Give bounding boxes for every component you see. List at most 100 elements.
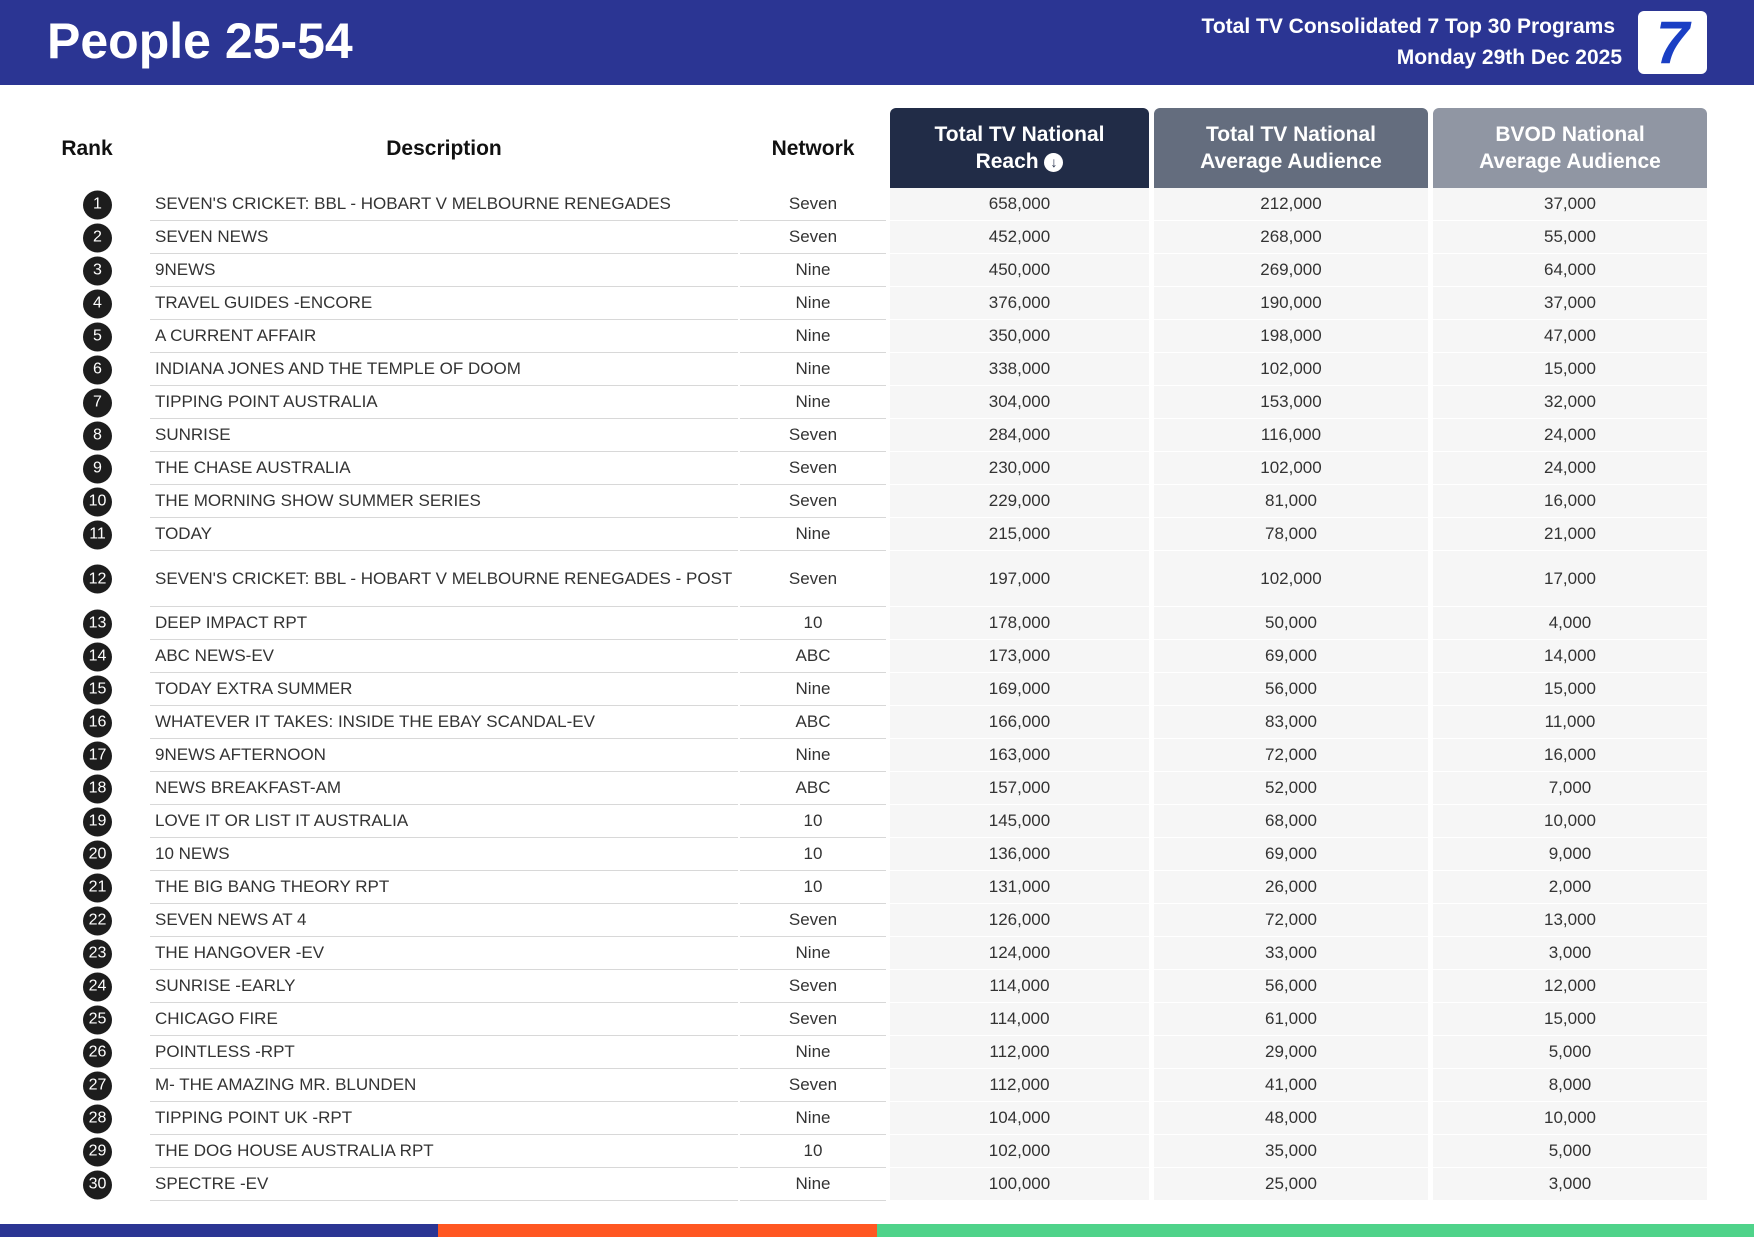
average-audience-cell: 83,000 (1154, 706, 1428, 739)
bvod-audience-cell: 11,000 (1433, 706, 1707, 739)
network-cell: Nine (740, 739, 886, 772)
bvod-audience-cell: 9,000 (1433, 838, 1707, 871)
table-row: 1 SEVEN'S CRICKET: BBL - HOBART V MELBOUR… (0, 188, 1754, 221)
report-subtitle: Total TV Consolidated 7 Top 30 Programs (1201, 15, 1615, 38)
rank-badge: 26 (83, 1038, 112, 1067)
page-header: People 25-54 Total TV Consolidated 7 Top… (0, 0, 1754, 85)
table-row: 27 M- THE AMAZING MR. BLUNDEN Seven 112,000… (0, 1069, 1754, 1102)
reach-cell: 112,000 (890, 1069, 1149, 1102)
program-description: SEVEN'S CRICKET: BBL - HOBART V MELBOURN… (150, 188, 738, 221)
program-description: CHICAGO FIRE (150, 1003, 738, 1036)
column-header-description: Description (386, 136, 502, 160)
bvod-audience-cell: 13,000 (1433, 904, 1707, 937)
network-cell: 10 (740, 805, 886, 838)
program-description: LOVE IT OR LIST IT AUSTRALIA (150, 805, 738, 838)
reach-cell: 131,000 (890, 871, 1149, 904)
rank-badge: 8 (83, 421, 112, 450)
reach-cell: 124,000 (890, 937, 1149, 970)
table-row: 21 THE BIG BANG THEORY RPT 10 131,000 26,000… (0, 871, 1754, 904)
average-audience-cell: 26,000 (1154, 871, 1428, 904)
rank-badge: 14 (83, 642, 112, 671)
bvod-audience-cell: 37,000 (1433, 287, 1707, 320)
footer-bar-green (877, 1224, 1754, 1237)
reach-cell: 452,000 (890, 221, 1149, 254)
average-audience-cell: 116,000 (1154, 419, 1428, 452)
reach-cell: 215,000 (890, 518, 1149, 551)
program-description: DEEP IMPACT RPT (150, 607, 738, 640)
program-description: 9NEWS (150, 254, 738, 287)
rank-badge: 3 (83, 256, 112, 285)
table-row: 28 TIPPING POINT UK -RPT Nine 104,000 48,000… (0, 1102, 1754, 1135)
bvod-audience-cell: 4,000 (1433, 607, 1707, 640)
reach-cell: 350,000 (890, 320, 1149, 353)
average-audience-cell: 72,000 (1154, 904, 1428, 937)
program-description: SUNRISE -EARLY (150, 970, 738, 1003)
network-cell: Seven (740, 452, 886, 485)
logo-text: 7 (1655, 9, 1690, 76)
column-header-bvod[interactable]: BVOD National Average Audience (1433, 108, 1707, 188)
program-description: TODAY (150, 518, 738, 551)
bvod-audience-cell: 16,000 (1433, 739, 1707, 772)
rank-badge: 20 (83, 840, 112, 869)
network-cell: 10 (740, 607, 886, 640)
average-audience-cell: 102,000 (1154, 551, 1428, 607)
average-audience-cell: 198,000 (1154, 320, 1428, 353)
reach-cell: 230,000 (890, 452, 1149, 485)
average-audience-cell: 48,000 (1154, 1102, 1428, 1135)
average-audience-cell: 25,000 (1154, 1168, 1428, 1201)
program-description: SEVEN NEWS AT 4 (150, 904, 738, 937)
average-audience-cell: 153,000 (1154, 386, 1428, 419)
bvod-audience-cell: 3,000 (1433, 937, 1707, 970)
bvod-audience-cell: 14,000 (1433, 640, 1707, 673)
table-row: 14 ABC NEWS-EV ABC 173,000 69,000 14,000 (0, 640, 1754, 673)
reach-cell: 178,000 (890, 607, 1149, 640)
bvod-audience-cell: 24,000 (1433, 452, 1707, 485)
network-cell: Nine (740, 937, 886, 970)
table-row: 9 THE CHASE AUSTRALIA Seven 230,000 102,000 2… (0, 452, 1754, 485)
rank-badge: 21 (83, 873, 112, 902)
table-row: 22 SEVEN NEWS AT 4 Seven 126,000 72,000 13,00… (0, 904, 1754, 937)
average-audience-cell: 61,000 (1154, 1003, 1428, 1036)
network-cell: Nine (740, 518, 886, 551)
reach-cell: 145,000 (890, 805, 1149, 838)
bvod-audience-cell: 12,000 (1433, 970, 1707, 1003)
average-audience-cell: 33,000 (1154, 937, 1428, 970)
program-description: POINTLESS -RPT (150, 1036, 738, 1069)
reach-cell: 658,000 (890, 188, 1149, 221)
network-cell: Seven (740, 419, 886, 452)
rank-badge: 7 (83, 388, 112, 417)
bvod-audience-cell: 2,000 (1433, 871, 1707, 904)
reach-cell: 136,000 (890, 838, 1149, 871)
table-row: 13 DEEP IMPACT RPT 10 178,000 50,000 4,000 (0, 607, 1754, 640)
bvod-audience-cell: 21,000 (1433, 518, 1707, 551)
program-description: THE MORNING SHOW SUMMER SERIES (150, 485, 738, 518)
network-cell: ABC (740, 640, 886, 673)
program-description: TIPPING POINT AUSTRALIA (150, 386, 738, 419)
table-row: 29 THE DOG HOUSE AUSTRALIA RPT 10 102,000 35… (0, 1135, 1754, 1168)
rank-badge: 24 (83, 972, 112, 1001)
network-cell: Nine (740, 254, 886, 287)
table-row: 25 CHICAGO FIRE Seven 114,000 61,000 15,000 (0, 1003, 1754, 1036)
network-cell: Seven (740, 970, 886, 1003)
column-header-average-audience[interactable]: Total TV National Average Audience (1154, 108, 1428, 188)
bvod-audience-cell: 37,000 (1433, 188, 1707, 221)
arrow-down-circle-icon[interactable]: ↓ (1044, 152, 1064, 172)
table-row: 5 A CURRENT AFFAIR Nine 350,000 198,000 47,00… (0, 320, 1754, 353)
average-audience-cell: 269,000 (1154, 254, 1428, 287)
table-row: 20 10 NEWS 10 136,000 69,000 9,000 (0, 838, 1754, 871)
column-header-reach[interactable]: Total TV National Reach ↓ (890, 108, 1149, 188)
reach-cell: 100,000 (890, 1168, 1149, 1201)
reach-header-label: Total TV National Reach (934, 123, 1105, 173)
bvod-audience-cell: 7,000 (1433, 772, 1707, 805)
program-description: THE DOG HOUSE AUSTRALIA RPT (150, 1135, 738, 1168)
reach-cell: 338,000 (890, 353, 1149, 386)
network-cell: Seven (740, 221, 886, 254)
rank-badge: 6 (83, 355, 112, 384)
program-description: ABC NEWS-EV (150, 640, 738, 673)
reach-cell: 104,000 (890, 1102, 1149, 1135)
bvod-audience-cell: 55,000 (1433, 221, 1707, 254)
rank-badge: 1 (83, 190, 112, 219)
program-description: INDIANA JONES AND THE TEMPLE OF DOOM (150, 353, 738, 386)
network-cell: Nine (740, 353, 886, 386)
network-cell: Seven (740, 551, 886, 607)
